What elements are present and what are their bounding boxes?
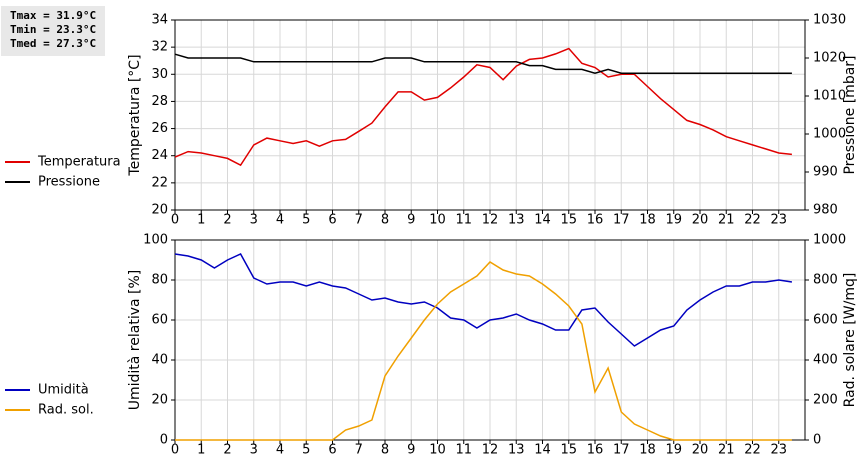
legend-label: Rad. sol. <box>38 403 94 418</box>
x-tick-label: 2 <box>223 443 231 458</box>
x-tick-label: 18 <box>639 213 656 228</box>
y2-tick-label: 1020 <box>813 51 846 66</box>
x-tick-label: 11 <box>455 443 472 458</box>
x-tick-label: 7 <box>355 213 363 228</box>
x-tick-label: 5 <box>302 213 310 228</box>
y-tick-label: 40 <box>151 353 168 368</box>
y-tick-label: 28 <box>151 94 168 109</box>
x-tick-label: 10 <box>429 443 446 458</box>
y2-tick-label: 990 <box>813 165 838 180</box>
plot-frame <box>174 19 806 211</box>
y2-tick-label: 980 <box>813 203 838 218</box>
x-tick-label: 9 <box>407 443 415 458</box>
x-tick-label: 21 <box>718 213 735 228</box>
stat: Tmed = 27.3°C <box>10 37 96 50</box>
stat: Tmin = 23.3°C <box>10 23 96 36</box>
x-tick-label: 2 <box>223 213 231 228</box>
series-line <box>174 47 792 167</box>
y-tick-label: 30 <box>151 67 168 82</box>
legend-label: Umidità <box>38 383 89 398</box>
series-line <box>174 253 793 347</box>
x-tick-label: 17 <box>613 443 630 458</box>
y-axis-label: Temperatura [°C] <box>127 54 143 176</box>
x-tick-label: 1 <box>197 443 205 458</box>
y2-tick-label: 1000 <box>813 233 846 248</box>
x-tick-label: 5 <box>302 443 310 458</box>
x-tick-label: 3 <box>250 443 258 458</box>
x-tick-label: 22 <box>744 443 761 458</box>
series-line <box>175 261 792 441</box>
y-tick-label: 34 <box>151 13 168 28</box>
y-tick-label: 20 <box>151 393 168 408</box>
x-tick-label: 7 <box>355 443 363 458</box>
series-line <box>174 53 792 74</box>
y-tick-label: 22 <box>151 175 168 190</box>
y2-axis-label: Pressione [mbar] <box>842 55 858 174</box>
x-tick-label: 23 <box>770 213 787 228</box>
y2-axis-label: Rad. solare [W/mq] <box>842 273 858 408</box>
x-tick-label: 21 <box>718 443 735 458</box>
stats-box <box>1 6 105 56</box>
x-tick-label: 12 <box>482 213 499 228</box>
x-tick-label: 20 <box>692 213 709 228</box>
y-axis-label: Umidità relativa [%] <box>127 270 143 411</box>
x-tick-label: 14 <box>534 443 551 458</box>
y2-tick-label: 0 <box>813 433 821 448</box>
x-tick-label: 14 <box>534 213 551 228</box>
x-tick-label: 16 <box>587 213 604 228</box>
x-tick-label: 0 <box>171 213 179 228</box>
y2-tick-label: 1010 <box>813 89 846 104</box>
x-tick-label: 12 <box>482 443 499 458</box>
y-tick-label: 24 <box>151 148 168 163</box>
x-tick-label: 10 <box>429 213 446 228</box>
x-tick-label: 6 <box>328 213 336 228</box>
y2-tick-label: 200 <box>813 393 838 408</box>
stat: Tmax = 31.9°C <box>10 9 96 22</box>
x-tick-label: 15 <box>560 443 577 458</box>
x-tick-label: 13 <box>508 213 525 228</box>
x-tick-label: 0 <box>171 443 179 458</box>
y-tick-label: 26 <box>151 121 168 136</box>
y-tick-label: 80 <box>151 273 168 288</box>
x-tick-label: 17 <box>613 213 630 228</box>
x-tick-label: 1 <box>197 213 205 228</box>
x-tick-label: 8 <box>381 213 389 228</box>
y-tick-label: 0 <box>160 433 168 448</box>
x-tick-label: 6 <box>328 443 336 458</box>
legend-label: Pressione <box>38 175 100 190</box>
x-tick-label: 22 <box>744 213 761 228</box>
y2-tick-label: 1030 <box>813 13 846 28</box>
x-tick-label: 13 <box>508 443 525 458</box>
y-tick-label: 20 <box>151 203 168 218</box>
x-tick-label: 8 <box>381 443 389 458</box>
x-tick-label: 3 <box>250 213 258 228</box>
x-tick-label: 19 <box>665 213 682 228</box>
x-tick-label: 20 <box>692 443 709 458</box>
y2-tick-label: 1000 <box>813 127 846 142</box>
y-tick-label: 32 <box>151 40 168 55</box>
x-tick-label: 18 <box>639 443 656 458</box>
x-tick-label: 19 <box>665 443 682 458</box>
y2-tick-label: 600 <box>813 313 838 328</box>
plot-frame <box>174 239 806 441</box>
x-tick-label: 16 <box>587 443 604 458</box>
legend-label: Temperatura <box>37 155 121 170</box>
x-tick-label: 9 <box>407 213 415 228</box>
y2-tick-label: 400 <box>813 353 838 368</box>
x-tick-label: 15 <box>560 213 577 228</box>
x-tick-label: 23 <box>770 443 787 458</box>
x-tick-label: 11 <box>455 213 472 228</box>
x-tick-label: 4 <box>276 213 284 228</box>
y-tick-label: 60 <box>151 313 168 328</box>
y2-tick-label: 800 <box>813 273 838 288</box>
y-tick-label: 100 <box>143 233 168 248</box>
x-tick-label: 4 <box>276 443 284 458</box>
